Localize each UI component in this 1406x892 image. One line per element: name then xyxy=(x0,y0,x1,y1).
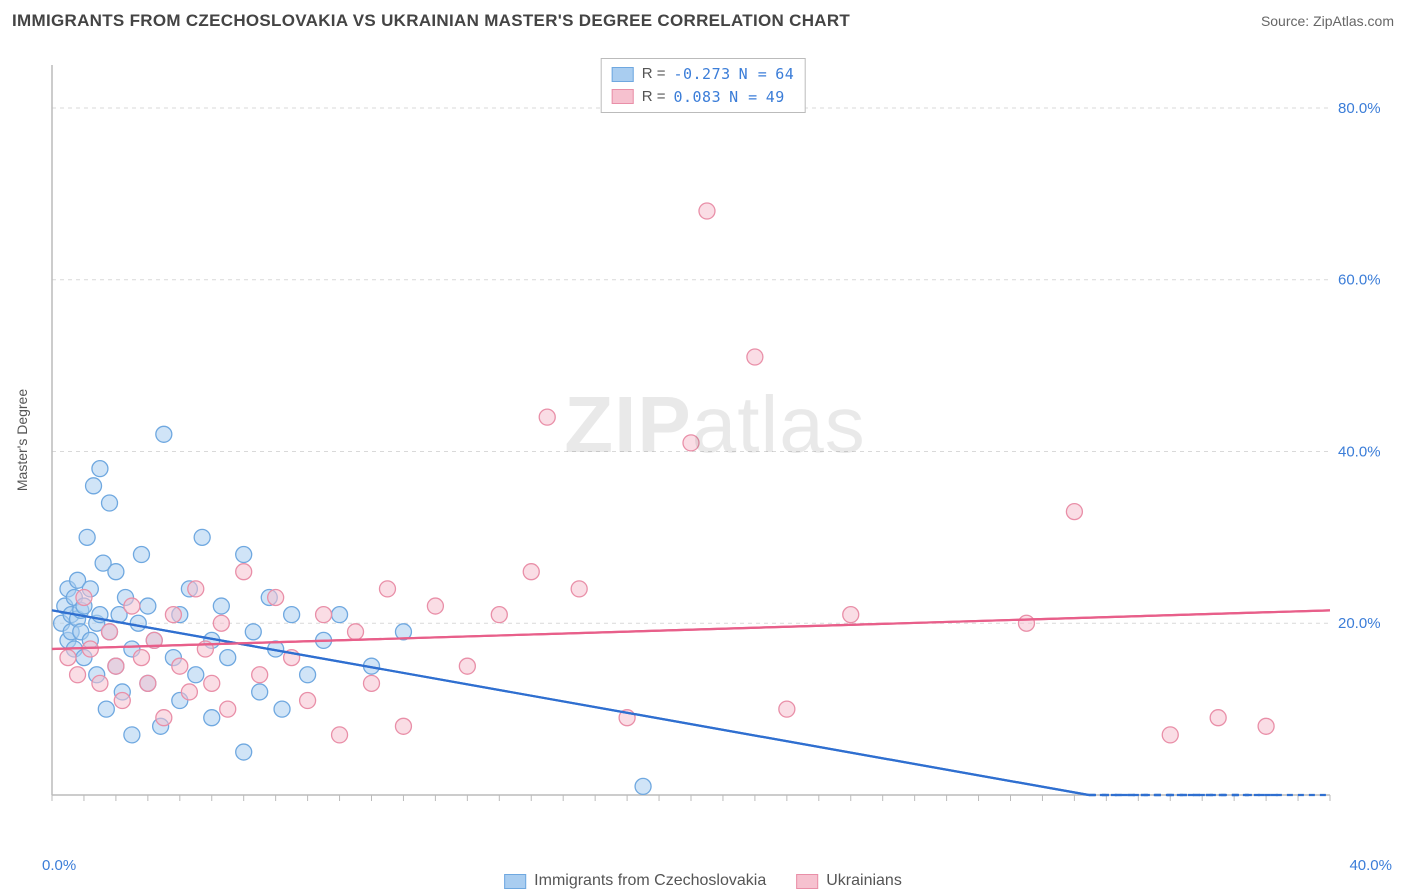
legend-label-series1: Immigrants from Czechoslovakia xyxy=(534,872,766,890)
legend-item-series2: Ukrainians xyxy=(796,872,902,890)
y-axis-label: Master's Degree xyxy=(14,389,30,491)
legend-n-label: N = xyxy=(739,63,768,86)
chart-source: Source: ZipAtlas.com xyxy=(1261,13,1394,29)
legend-item-series1: Immigrants from Czechoslovakia xyxy=(504,872,766,890)
legend-label-series2: Ukrainians xyxy=(826,872,902,890)
legend-r-value: -0.273 xyxy=(673,63,730,86)
svg-text:80.0%: 80.0% xyxy=(1338,100,1380,117)
legend-series: Immigrants from Czechoslovakia Ukrainian… xyxy=(504,872,902,890)
legend-row-series2: R = 0.083 N = 49 xyxy=(612,86,795,109)
scatter-svg: 20.0% 40.0% 60.0% 80.0% xyxy=(50,55,1380,825)
legend-row-series1: R = -0.273 N = 64 xyxy=(612,63,795,86)
chart-plot-area: 20.0%40.0%60.0%80.0% ZIPatlas xyxy=(50,55,1380,825)
chart-header: IMMIGRANTS FROM CZECHOSLOVAKIA VS UKRAIN… xyxy=(0,0,1406,42)
x-axis-min-label: 0.0% xyxy=(42,857,76,874)
svg-text:60.0%: 60.0% xyxy=(1338,272,1380,289)
legend-r-label: R = xyxy=(642,63,666,86)
svg-text:40.0%: 40.0% xyxy=(1338,443,1380,460)
legend-correlation: R = -0.273 N = 64 R = 0.083 N = 49 xyxy=(601,58,806,113)
chart-title: IMMIGRANTS FROM CZECHOSLOVAKIA VS UKRAIN… xyxy=(12,11,850,31)
svg-text:20.0%: 20.0% xyxy=(1338,615,1380,632)
legend-r-value: 0.083 xyxy=(673,86,721,109)
legend-swatch-series2 xyxy=(612,89,634,104)
legend-n-value: 49 xyxy=(766,86,785,109)
legend-swatch-series2 xyxy=(796,874,818,889)
legend-n-value: 64 xyxy=(775,63,794,86)
x-axis-max-label: 40.0% xyxy=(1349,857,1392,874)
legend-r-label: R = xyxy=(642,86,666,109)
legend-n-label: N = xyxy=(729,86,758,109)
legend-swatch-series1 xyxy=(612,67,634,82)
legend-swatch-series1 xyxy=(504,874,526,889)
